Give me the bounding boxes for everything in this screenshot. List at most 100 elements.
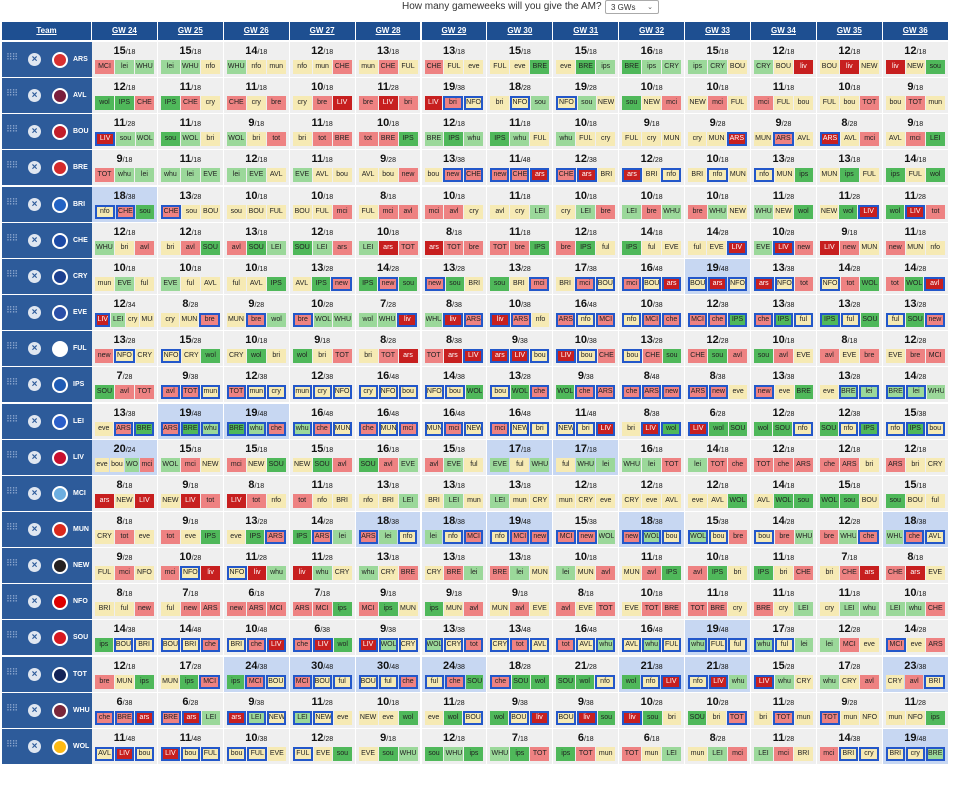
fixture-cell[interactable]: 14/28 IPS ARS lei (289, 511, 356, 548)
fixture-cell[interactable]: 11/18 new MUN nfo (882, 222, 949, 259)
fixture-cell[interactable]: 13/18 mun CHE FUL (355, 42, 422, 78)
gameweek-header[interactable]: GW 26 (223, 22, 290, 40)
fixture-cell[interactable]: 14/38 mci BRI cry (816, 728, 883, 765)
fixture-cell[interactable]: 13/28 sou BRI mci (487, 258, 554, 295)
fixture-cell[interactable]: 23/38 CRY avl BRI (882, 656, 949, 693)
fixture-cell[interactable]: 11/28 NEW wol LIV (816, 186, 883, 223)
fixture-cell[interactable]: 15/18 avl EVE ful (421, 439, 488, 476)
fixture-cell[interactable]: 15/38 MCI new WOL (553, 511, 620, 548)
fixture-cell[interactable]: 12/18 nfo mun CHE (289, 42, 356, 78)
fixture-cell[interactable]: 14/18 lei TOT che (685, 439, 751, 476)
fixture-cell[interactable]: 17/28 whu CRY avl (816, 656, 883, 693)
fixture-cell[interactable]: 13/18 avl SOU LEI (223, 222, 290, 259)
fixture-cell[interactable]: 7/18 bri CHE ars (816, 548, 883, 585)
fixture-cell[interactable]: 6/38 che LIV wol (289, 620, 356, 657)
fixture-cell[interactable]: 9/38 BOU liv sou (553, 692, 620, 729)
remove-team-icon[interactable]: × (28, 595, 41, 609)
fixture-cell[interactable]: 14/38 NFO bou WOL (421, 367, 488, 404)
fixture-cell[interactable]: 13/38 bou new CHE (421, 150, 488, 187)
fixture-cell[interactable]: 9/18 FUL cry MUN (619, 114, 686, 151)
fixture-cell[interactable]: 14/28 NFO tot WOL (816, 258, 883, 295)
fixture-cell[interactable]: 11/28 wol LIV tot (882, 186, 949, 223)
fixture-cell[interactable]: 13/18 BRI LEI mun (421, 475, 488, 512)
fixture-cell[interactable]: 12/18 BRE IPS whu (421, 114, 488, 151)
fixture-cell[interactable]: 10/18 EVE ful AVL (157, 258, 224, 295)
fixture-cell[interactable]: 30/48 MCI BOU ful (289, 656, 356, 693)
remove-team-icon[interactable]: × (28, 125, 41, 139)
fixture-cell[interactable]: 12/18 ARS bri CRY (882, 439, 949, 476)
fixture-cell[interactable]: 12/18 lei EVE AVL (223, 150, 290, 187)
fixture-cell[interactable]: 7/18 WHU ips TOT (487, 728, 554, 765)
fixture-cell[interactable]: 19/38 LIV bri NFO (421, 78, 488, 115)
fixture-cell[interactable]: 12/18 TOT che ARS (751, 439, 817, 476)
drag-handle-icon[interactable]: ⠿⠿ (6, 521, 18, 532)
drag-handle-icon[interactable]: ⠿⠿ (6, 232, 18, 243)
fixture-cell[interactable]: 6/28 LIV wol SOU (685, 403, 751, 440)
fixture-cell[interactable]: 14/18 WHU nfo mun (223, 42, 290, 78)
fixture-cell[interactable]: 14/38 ips BOU BRI (92, 620, 158, 657)
fixture-cell[interactable]: 14/28 MCI eve ARS (882, 620, 949, 657)
fixture-cell[interactable]: 12/38 mun cry NFO (289, 367, 356, 404)
fixture-cell[interactable]: 10/18 mun EVE ful (92, 258, 158, 295)
fixture-cell[interactable]: 9/18 EVE sou WHU (355, 728, 422, 765)
fixture-cell[interactable]: 13/38 new eve BRE (751, 367, 817, 404)
fixture-cell[interactable]: 14/18 AVL WOL sou (751, 475, 817, 512)
fixture-cell[interactable]: 8/18 BRI ful new (92, 584, 158, 621)
fixture-cell[interactable]: 10/18 FUL bou TOT (816, 78, 883, 115)
fixture-cell[interactable]: 16/48 che MUN mci (355, 403, 422, 440)
fixture-cell[interactable]: 17/38 whu ful lei (751, 620, 817, 657)
remove-team-icon[interactable]: × (28, 703, 41, 717)
fixture-cell[interactable]: 13/18 CRY BRE lei (421, 548, 488, 585)
remove-team-icon[interactable]: × (28, 414, 41, 428)
remove-team-icon[interactable]: × (28, 342, 41, 356)
fixture-cell[interactable]: 12/38 CHE ars BRI (553, 150, 620, 187)
fixture-cell[interactable]: 12/38 TOT mun cry (223, 367, 290, 404)
fixture-cell[interactable]: 14/28 BRE lei WHU (882, 367, 949, 404)
fixture-cell[interactable]: 8/38 ARS new eve (685, 367, 751, 404)
fixture-cell[interactable]: 17/28 MUN ips MCI (157, 656, 224, 693)
fixture-cell[interactable]: 30/48 BOU ful che (355, 656, 422, 693)
fixture-cell[interactable]: 15/18 WOL mci NEW (157, 439, 224, 476)
drag-handle-icon[interactable]: ⠿⠿ (6, 268, 18, 279)
remove-team-icon[interactable]: × (28, 197, 41, 211)
drag-handle-icon[interactable]: ⠿⠿ (6, 377, 18, 388)
fixture-cell[interactable]: 10/18 tot BRE IPS (355, 114, 422, 151)
fixture-cell[interactable]: 12/28 FUL EVE sou (289, 728, 356, 765)
fixture-cell[interactable]: 12/18 SOU LEI ars (289, 222, 356, 259)
fixture-cell[interactable]: 19/48 nfo MCI new (487, 511, 554, 548)
fixture-cell[interactable]: 9/28 TOT mun NFO (816, 692, 883, 729)
fixture-cell[interactable]: 13/38 eve ARS BRE (92, 403, 158, 440)
fixture-cell[interactable]: 16/48 AVL whu FUL (619, 620, 686, 657)
fixture-cell[interactable]: 10/18 sou NEW mci (619, 78, 686, 115)
fixture-cell[interactable]: 11/18 whu lei EVE (157, 150, 224, 187)
drag-handle-icon[interactable]: ⠿⠿ (6, 738, 18, 749)
fixture-cell[interactable]: 10/18 LEI whu CHE (882, 584, 949, 621)
fixture-cell[interactable]: 9/28 AVL bou new (355, 150, 422, 187)
fixture-cell[interactable]: 16/48 MUN mci NEW (421, 403, 488, 440)
fixture-cell[interactable]: 9/38 ars LIV bou (487, 331, 554, 368)
fixture-cell[interactable]: 15/18 FUL eve BRE (487, 42, 554, 78)
fixture-cell[interactable]: 9/18 MUN avl EVE (487, 584, 554, 621)
remove-team-icon[interactable]: × (28, 89, 41, 103)
fixture-cell[interactable]: 17/18 EVE ful WHU (487, 439, 554, 476)
fixture-cell[interactable]: 10/18 BOU FUL mci (289, 186, 356, 223)
fixture-cell[interactable]: 10/18 LEI ars TOT (355, 222, 422, 259)
fixture-cell[interactable]: 12/28 wol SOU nfo (751, 403, 817, 440)
fixture-cell[interactable]: 11/28 NFO liv whu (223, 548, 290, 585)
fixture-cell[interactable]: 14/28 tot WOL avl (882, 258, 949, 295)
drag-handle-icon[interactable]: ⠿⠿ (6, 196, 18, 207)
fixture-cell[interactable]: 16/48 whu che MUN (289, 403, 356, 440)
fixture-cell[interactable]: 13/28 bou CHE sou (619, 331, 686, 368)
fixture-cell[interactable]: 12/18 eve AVL WOL (685, 475, 751, 512)
fixture-cell[interactable]: 12/18 bri avl SOU (157, 222, 224, 259)
fixture-cell[interactable]: 7/18 ARS MCI ips (289, 584, 356, 621)
fixture-cell[interactable]: 11/48 LIV bou FUL (157, 728, 224, 765)
fixture-cell[interactable]: 10/18 cry LEI bre (553, 186, 620, 223)
fixture-cell[interactable]: 16/18 SOU avl EVE (355, 439, 422, 476)
fixture-cell[interactable]: 13/28 nfo MUN ips (751, 150, 817, 187)
fixture-cell[interactable]: 10/18 ful AVL IPS (223, 258, 290, 295)
fixture-cell[interactable]: 21/38 nfo LIV whu (685, 656, 751, 693)
fixture-cell[interactable]: 17/38 BRI mci BOU (553, 258, 620, 295)
fixture-cell[interactable]: 6/18 new ARS MCI (223, 584, 290, 621)
fixture-cell[interactable]: 13/28 new NFO CRY (92, 331, 158, 368)
